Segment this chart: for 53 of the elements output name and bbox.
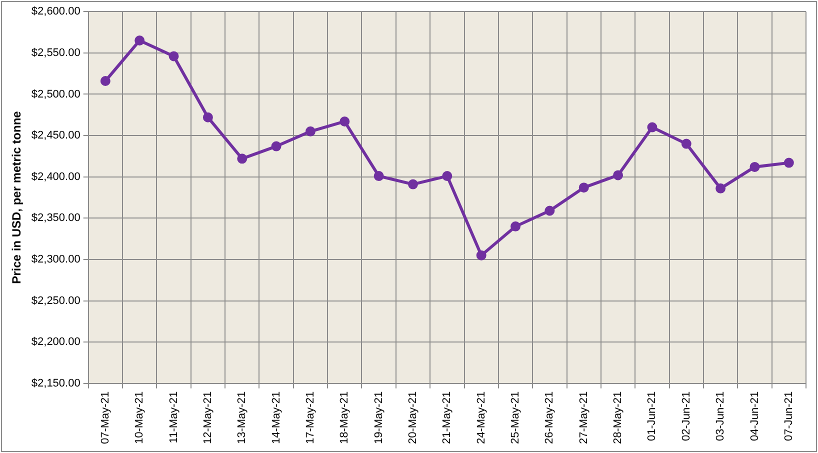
- point: [613, 170, 624, 180]
- x-tick-label: 24-May-21: [475, 391, 488, 444]
- point: [340, 116, 350, 126]
- x-tick-label: 18-May-21: [338, 391, 351, 444]
- point: [168, 51, 179, 62]
- point: [237, 154, 248, 164]
- x-tick-label: 26-May-21: [544, 391, 556, 444]
- point: [476, 250, 486, 260]
- x-tick-label: 14-May-21: [270, 391, 282, 444]
- y-axis-title: Price in USD, per metric tonne: [10, 110, 24, 284]
- y-tick-label: $2,600.00: [31, 6, 80, 18]
- x-tick-label: 20-May-21: [407, 391, 420, 444]
- y-tick-label: $2,450.00: [31, 130, 80, 142]
- y-tick-label: $2,300.00: [31, 254, 80, 266]
- x-tick-label: 12-May-21: [202, 391, 214, 444]
- x-tick-label: 10-May-21: [134, 391, 146, 444]
- x-tick-label: 01-Jun-21: [646, 391, 658, 441]
- x-tick-label: 27-May-21: [578, 391, 590, 444]
- point: [716, 183, 726, 194]
- y-tick-label: $2,250.00: [31, 294, 80, 307]
- x-tick-label: 17-May-21: [304, 391, 316, 444]
- y-tick-label: $2,150.00: [31, 377, 80, 390]
- point: [578, 182, 589, 193]
- point: [305, 126, 316, 136]
- point: [134, 36, 145, 46]
- x-tick-label: 11-May-21: [168, 391, 180, 444]
- x-tick-label: 28-May-21: [612, 391, 624, 444]
- point: [784, 158, 794, 168]
- x-tick-label: 19-May-21: [372, 391, 385, 444]
- point: [202, 112, 213, 122]
- point: [100, 76, 110, 86]
- x-tick-label: 07-May-21: [99, 391, 112, 444]
- y-tick-label: $2,500.00: [31, 88, 80, 100]
- x-tick-label: 03-Jun-21: [714, 391, 727, 441]
- point: [510, 221, 521, 232]
- point: [681, 138, 692, 149]
- point: [750, 162, 760, 172]
- point: [374, 171, 384, 182]
- point: [647, 122, 658, 132]
- point: [544, 206, 555, 216]
- x-tick-label: 02-Jun-21: [680, 391, 692, 441]
- x-tick-label: 25-May-21: [510, 391, 522, 444]
- x-tick-label: 21-May-21: [441, 391, 454, 444]
- point: [271, 141, 282, 152]
- x-tick-label: 13-May-21: [236, 391, 248, 444]
- y-tick-label: $2,550.00: [31, 46, 80, 59]
- point: [442, 171, 452, 182]
- y-tick-label: $2,200.00: [31, 336, 80, 348]
- point: [408, 179, 418, 190]
- x-tick-label: 04-Jun-21: [748, 391, 761, 441]
- x-tick-label: 07-Jun-21: [782, 391, 795, 441]
- y-tick-label: $2,350.00: [31, 212, 80, 224]
- y-tick-label: $2,400.00: [31, 170, 80, 183]
